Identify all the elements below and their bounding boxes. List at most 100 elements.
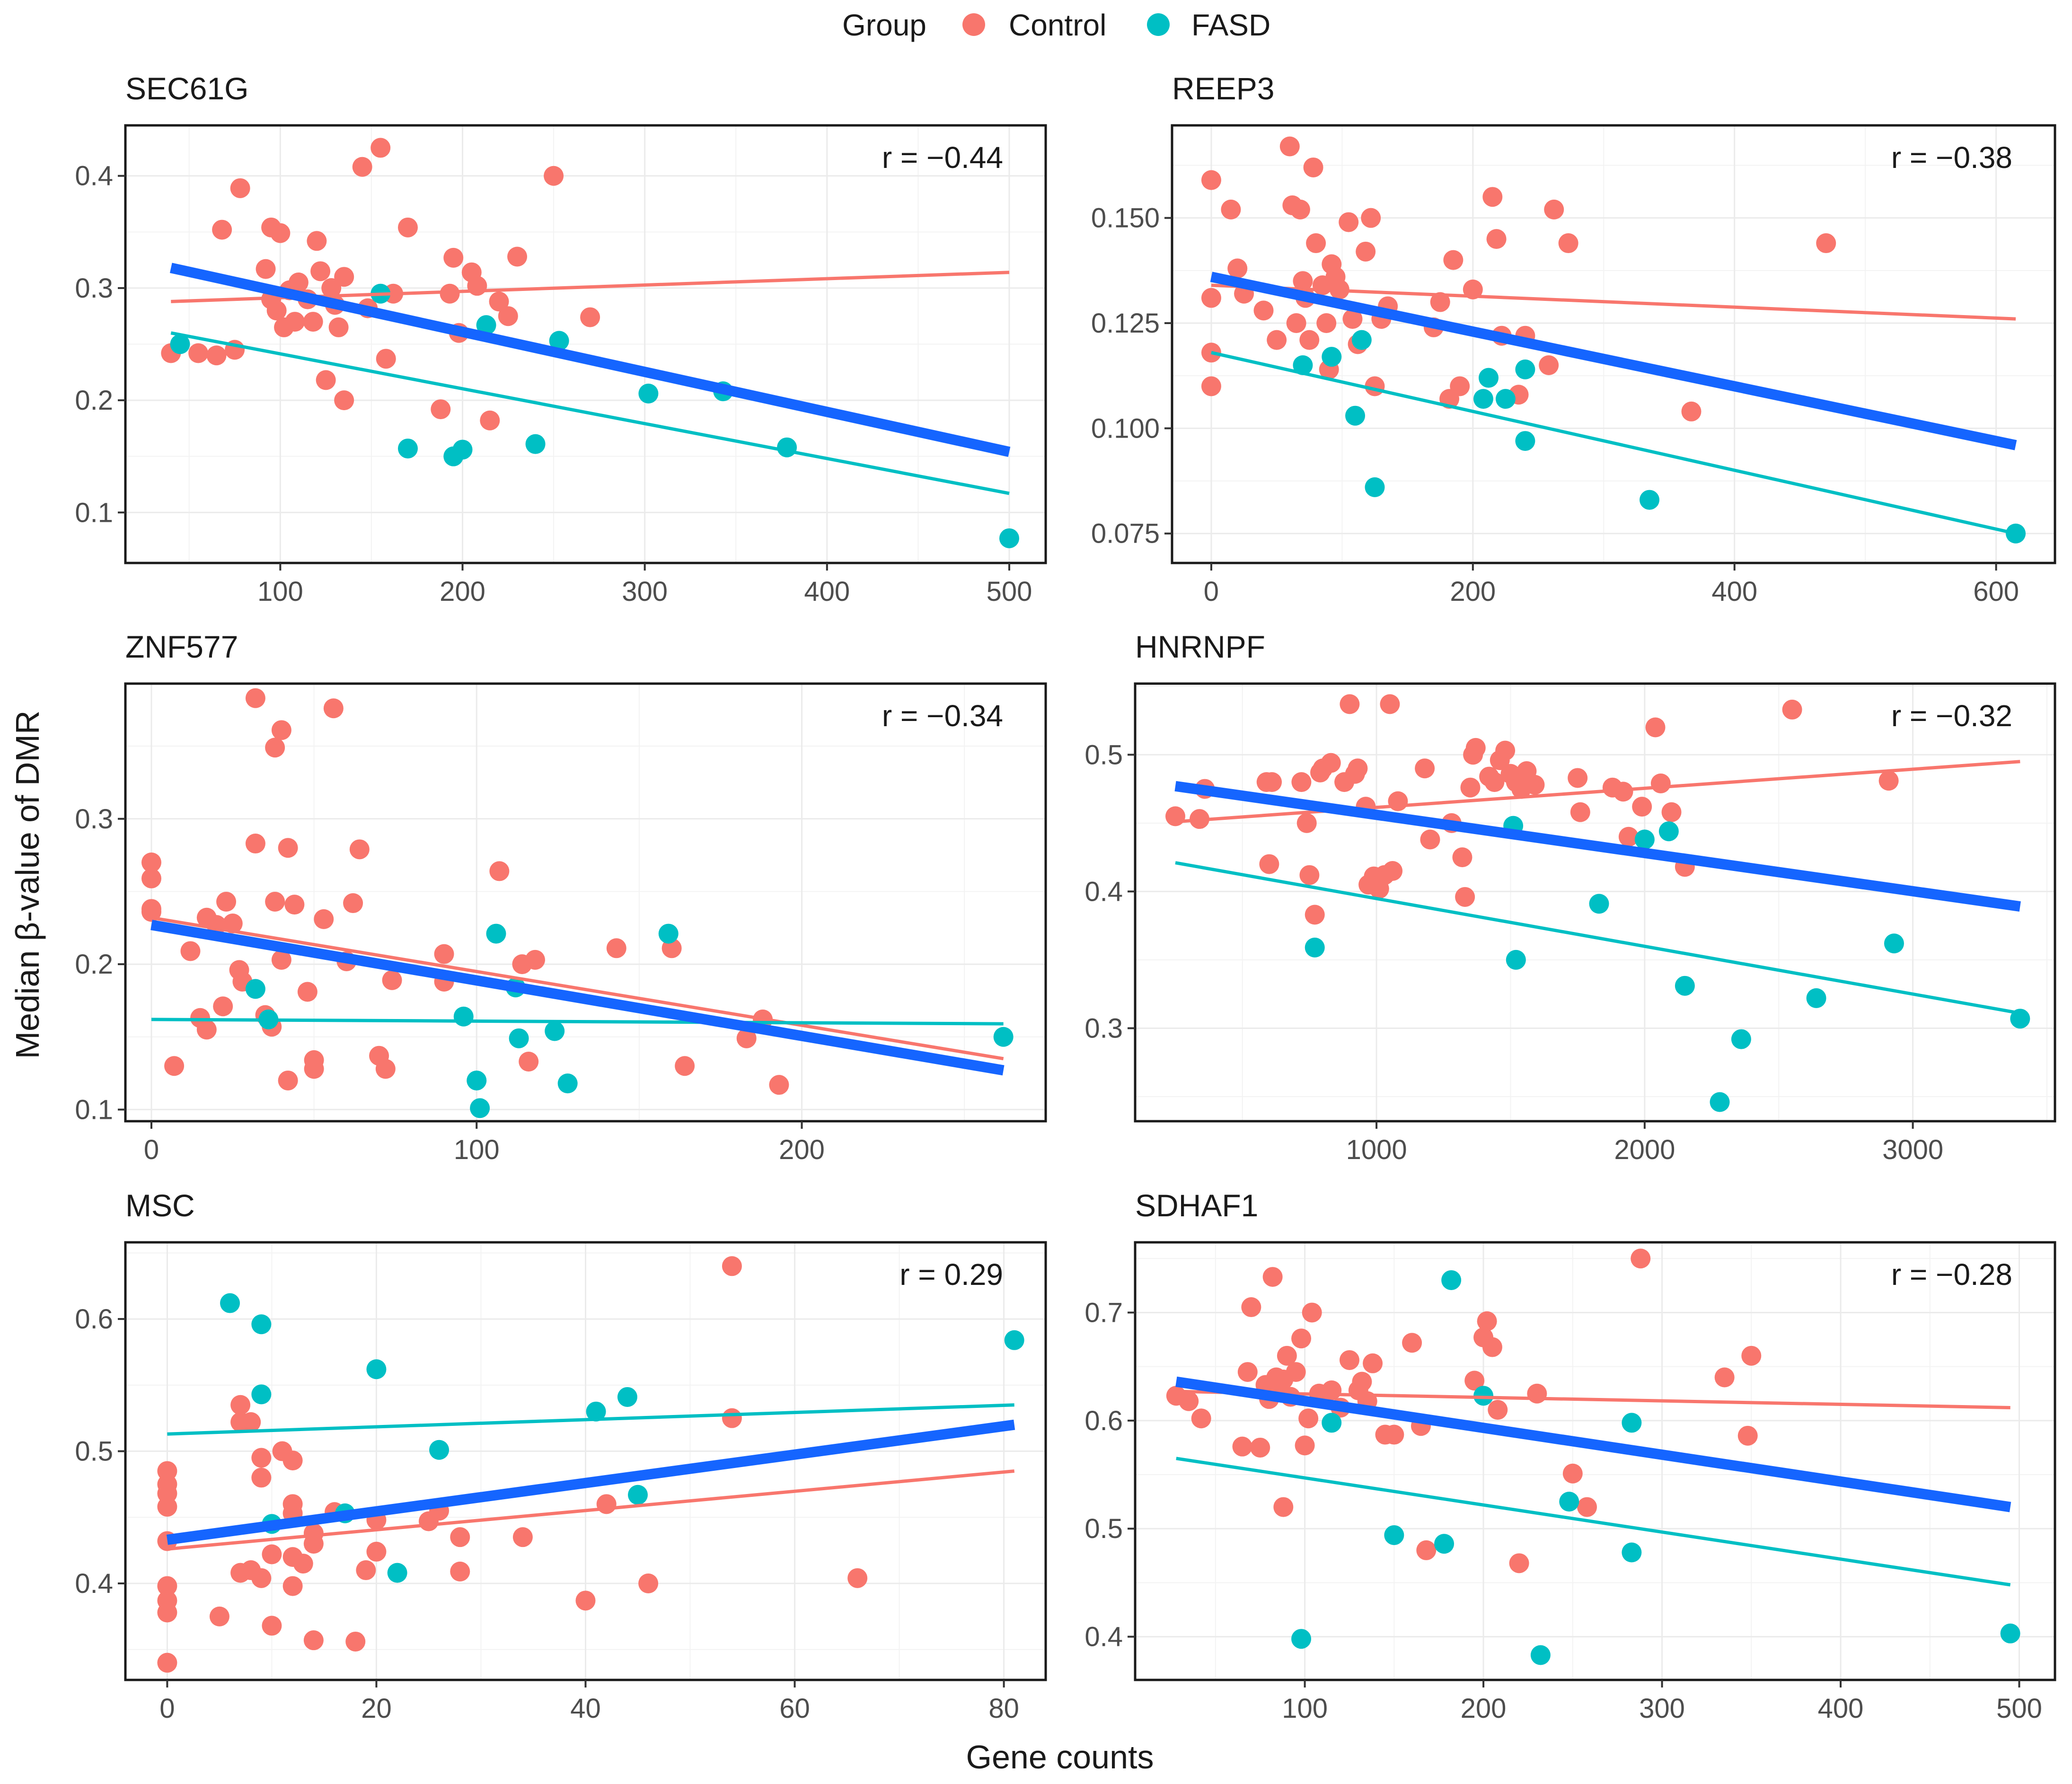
reep3-point-fasd	[1640, 490, 1660, 510]
sdhaf1-point-control	[1482, 1337, 1502, 1357]
reep3-point-control	[1316, 313, 1337, 334]
znf577-point-fasd	[486, 923, 506, 944]
sdhaf1-point-fasd	[1559, 1492, 1579, 1512]
reep3-correlation-label: r = −0.38	[1891, 141, 2012, 175]
sec61g-point-control	[370, 138, 391, 158]
hnrnpf-point-fasd	[1884, 933, 1904, 954]
sec61g-point-control	[467, 276, 487, 296]
hnrnpf-point-control	[1415, 758, 1435, 779]
sdhaf1-point-control	[1741, 1345, 1762, 1366]
x-axis-title: Gene counts	[966, 1739, 1154, 1775]
hnrnpf-point-fasd	[1675, 975, 1695, 996]
sdhaf1-panel-title: SDHAF1	[1135, 1188, 1258, 1223]
sdhaf1-point-control	[1577, 1497, 1597, 1517]
reep3-y-tick-label: 0.075	[1091, 519, 1160, 549]
sec61g-y-tick-label: 0.3	[75, 273, 113, 304]
reep3-point-control	[1482, 187, 1503, 207]
sec61g-point-control	[376, 349, 396, 369]
hnrnpf-panel-border	[1134, 682, 2056, 1123]
sdhaf1-point-control	[1363, 1353, 1383, 1373]
reep3-point-fasd	[1322, 347, 1342, 367]
znf577-point-control	[769, 1075, 789, 1095]
sec61g-point-control	[328, 317, 349, 337]
y-axis-title: Median β-value of DMR	[9, 711, 46, 1059]
reep3-point-control	[1293, 271, 1313, 291]
sdhaf1-x-tick-label: 500	[1996, 1693, 2042, 1724]
reep3-point-control	[1221, 199, 1241, 220]
sec61g-point-fasd	[777, 437, 797, 457]
sdhaf1-point-fasd	[1322, 1413, 1342, 1433]
sec61g-point-fasd	[999, 528, 1019, 548]
sdhaf1-point-control	[1273, 1497, 1294, 1517]
sdhaf1-point-control	[1509, 1553, 1529, 1573]
sdhaf1-point-control	[1286, 1362, 1306, 1382]
hnrnpf-point-control	[1380, 694, 1400, 714]
sec61g-point-control	[334, 390, 354, 411]
sdhaf1-point-control	[1562, 1463, 1583, 1484]
sdhaf1-point-fasd	[1434, 1534, 1455, 1554]
sec61g-point-control	[334, 267, 354, 287]
znf577-point-control	[278, 1070, 298, 1090]
hnrnpf-point-control	[1568, 768, 1588, 788]
reep3-y-tick-label: 0.100	[1091, 413, 1160, 444]
sdhaf1-fit-line-control	[1176, 1389, 2010, 1409]
hnrnpf-point-control	[1618, 826, 1639, 847]
reep3-point-control	[1201, 376, 1221, 396]
znf577-point-control	[606, 938, 626, 958]
znf577-point-control	[314, 909, 334, 929]
msc-point-fasd	[366, 1359, 387, 1380]
reep3-overall-fit-line	[1210, 272, 2017, 450]
sec61g-point-fasd	[170, 334, 190, 354]
sdhaf1-overall-fit-line	[1175, 1376, 2011, 1512]
hnrnpf-point-fasd	[1806, 988, 1826, 1008]
znf577-point-control	[375, 1059, 396, 1079]
reep3-point-control	[1279, 136, 1300, 157]
panel-hnrnpf: 1000 2000 3000 0.3 0.4 0.5 HNRNPF r = −0.32	[1084, 629, 2056, 1165]
hnrnpf-y-tick-label: 0.3	[1084, 1013, 1123, 1044]
reep3-point-control	[1816, 233, 1836, 254]
msc-point-control	[251, 1448, 272, 1468]
sdhaf1-point-control	[1488, 1400, 1508, 1420]
msc-overall-fit-line	[166, 1419, 1015, 1545]
msc-point-control	[251, 1568, 272, 1588]
legend-title: Group	[842, 8, 926, 42]
msc-point-fasd	[220, 1293, 240, 1313]
sdhaf1-point-control	[1250, 1437, 1270, 1458]
msc-point-control	[722, 1408, 742, 1428]
msc-point-fasd	[251, 1314, 272, 1335]
msc-point-control	[722, 1256, 742, 1276]
msc-point-control	[157, 1576, 177, 1596]
msc-fit-line-fasd	[167, 1403, 1014, 1436]
sec61g-point-control	[212, 220, 232, 240]
sdhaf1-point-control	[1277, 1345, 1297, 1366]
znf577-point-fasd	[245, 979, 265, 999]
hnrnpf-point-control	[1452, 847, 1472, 868]
sdhaf1-point-control	[1241, 1297, 1261, 1318]
sdhaf1-point-control	[1631, 1248, 1651, 1269]
sec61g-point-control	[431, 399, 451, 420]
reep3-point-control	[1299, 330, 1320, 350]
reep3-point-control	[1339, 212, 1359, 232]
hnrnpf-point-fasd	[1710, 1092, 1730, 1112]
sec61g-point-control	[498, 306, 518, 326]
sdhaf1-point-control	[1714, 1367, 1735, 1388]
msc-point-control	[262, 1616, 282, 1636]
hnrnpf-point-control	[1650, 773, 1671, 794]
hnrnpf-point-control	[1299, 865, 1320, 885]
msc-point-control	[230, 1395, 251, 1415]
znf577-x-tick-label: 100	[454, 1134, 500, 1165]
hnrnpf-point-fasd	[1634, 829, 1655, 850]
reep3-point-control	[1306, 233, 1326, 254]
msc-point-control	[241, 1412, 261, 1432]
hnrnpf-point-control	[1321, 753, 1341, 773]
znf577-point-control	[141, 868, 161, 888]
reep3-plot-background	[1172, 125, 2055, 563]
sdhaf1-point-control	[1232, 1436, 1252, 1457]
znf577-point-control	[489, 861, 510, 881]
sec61g-point-control	[310, 261, 331, 281]
sec61g-point-control	[303, 312, 323, 332]
msc-x-tick-label: 40	[570, 1693, 601, 1724]
sdhaf1-panel-border	[1134, 1241, 2056, 1681]
sec61g-point-control	[440, 283, 460, 304]
